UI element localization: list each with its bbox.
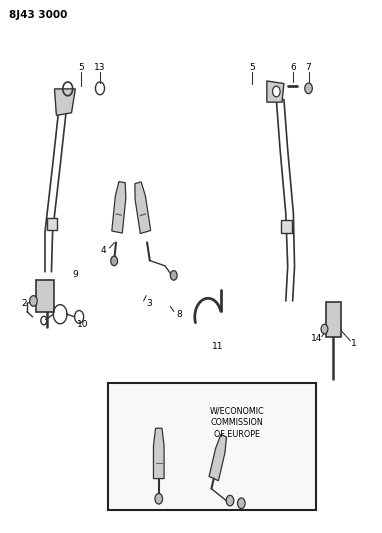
Text: W/ECONOMIC
COMMISSION
OF EUROPE: W/ECONOMIC COMMISSION OF EUROPE	[210, 406, 264, 439]
Text: 3: 3	[146, 299, 152, 308]
Text: 2: 2	[21, 299, 27, 308]
Circle shape	[155, 494, 163, 504]
Text: 12: 12	[197, 456, 208, 465]
Text: 5: 5	[78, 63, 84, 72]
Circle shape	[30, 296, 37, 306]
Bar	[108, 383, 316, 511]
Circle shape	[170, 271, 177, 280]
Text: 9: 9	[73, 270, 78, 279]
Text: 13: 13	[94, 63, 106, 72]
Circle shape	[238, 498, 245, 508]
Bar	[281, 220, 292, 233]
Circle shape	[305, 83, 312, 94]
Text: 6: 6	[291, 63, 296, 72]
Text: 8: 8	[177, 310, 183, 319]
Text: 14: 14	[311, 334, 322, 343]
Circle shape	[226, 495, 234, 506]
Polygon shape	[209, 434, 227, 481]
Text: 8: 8	[275, 479, 281, 488]
Bar	[47, 217, 57, 230]
Circle shape	[272, 86, 280, 97]
Text: 5: 5	[249, 63, 254, 72]
Bar	[36, 280, 53, 312]
Text: 12: 12	[132, 450, 144, 459]
Polygon shape	[135, 182, 151, 233]
Text: 11: 11	[212, 342, 223, 351]
Text: 8J43 3000: 8J43 3000	[9, 10, 67, 20]
Text: 1: 1	[351, 339, 357, 348]
Circle shape	[111, 256, 118, 265]
Text: 4: 4	[101, 246, 107, 255]
Bar	[325, 302, 341, 337]
Text: 7: 7	[306, 63, 311, 72]
Text: 10: 10	[77, 320, 89, 329]
Polygon shape	[112, 182, 126, 233]
Polygon shape	[154, 428, 164, 479]
Polygon shape	[55, 89, 75, 115]
Polygon shape	[267, 81, 284, 102]
Circle shape	[321, 324, 328, 334]
